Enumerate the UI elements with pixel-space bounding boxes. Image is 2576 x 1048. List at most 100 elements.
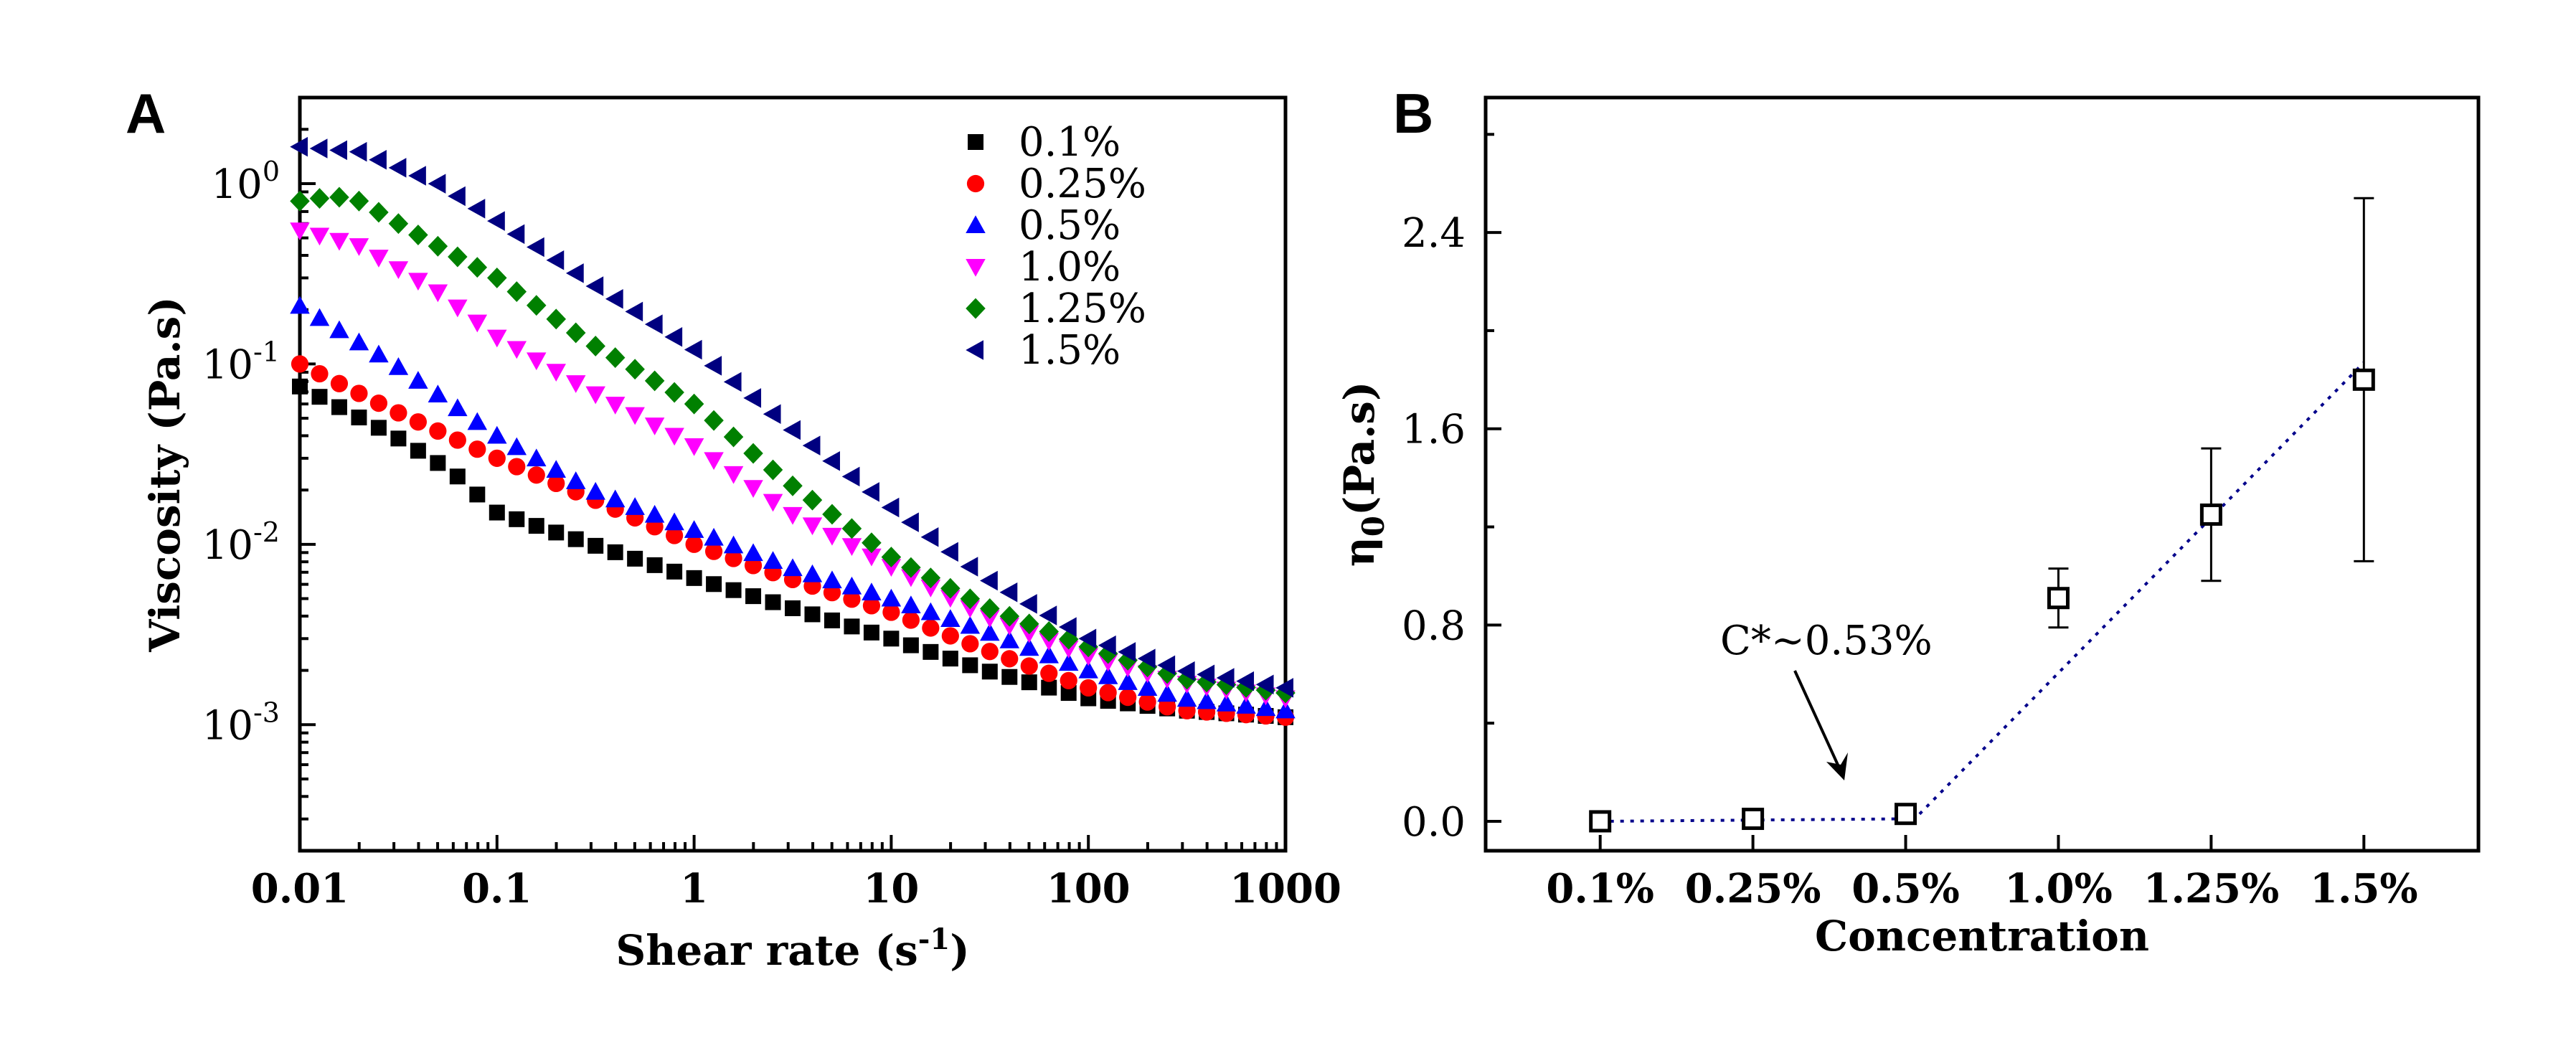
data-point (448, 431, 466, 449)
data-point (1078, 628, 1097, 649)
data-point (349, 332, 369, 351)
data-point (429, 422, 447, 440)
x-tick-label: 1.5% (2310, 865, 2418, 912)
data-point (941, 627, 959, 645)
x-tick-label: 1.0% (2004, 865, 2113, 912)
data-point (1176, 689, 1197, 707)
data-point (565, 322, 586, 344)
data-point (1001, 669, 1018, 685)
panel-a-x-axis-label-sup: -1 (918, 922, 950, 956)
data-point (448, 299, 468, 318)
data-point (804, 606, 821, 623)
data-point (292, 378, 308, 395)
data-point (960, 615, 981, 634)
data-point (349, 238, 369, 256)
panel-a-data-points (290, 136, 1296, 726)
x-tick-label: 0.1% (1546, 865, 1654, 912)
data-point (802, 435, 821, 455)
data-point (1197, 664, 1215, 685)
data-point (565, 263, 584, 283)
data-point (723, 535, 744, 554)
data-point (1255, 698, 1276, 717)
data-point (940, 577, 961, 599)
data-point (369, 149, 387, 170)
data-point (783, 475, 803, 496)
data-point (329, 232, 349, 251)
data-point (1039, 621, 1059, 642)
data-point (783, 558, 803, 577)
data-point (388, 357, 409, 375)
data-point (743, 388, 762, 408)
data-point (785, 600, 801, 616)
data-point (1080, 679, 1098, 697)
legend-marker (966, 298, 986, 319)
data-point (685, 535, 703, 553)
data-point (706, 576, 722, 593)
data-point (428, 384, 448, 403)
data-point (329, 187, 349, 208)
data-point (646, 557, 663, 573)
data-point (527, 295, 547, 316)
data-point (883, 631, 900, 647)
data-point (489, 504, 505, 521)
data-point (309, 188, 330, 209)
data-point (802, 489, 823, 511)
data-point (546, 308, 566, 330)
data-point (488, 449, 506, 467)
data-point (390, 430, 407, 447)
data-point (1021, 674, 1037, 691)
data-point (467, 412, 488, 430)
data-point (1041, 679, 1057, 696)
data-point (922, 619, 940, 637)
data-point (802, 517, 823, 536)
data-point (644, 370, 665, 392)
panel-a-y-axis-label: Viscosity (Pa.s) (141, 296, 189, 652)
panel-a-ticks (298, 96, 1287, 852)
data-point (448, 398, 468, 417)
data-point (528, 518, 544, 534)
data-point (666, 563, 683, 580)
data-point (331, 399, 347, 415)
data-point (1099, 684, 1117, 702)
data-point (743, 480, 763, 498)
data-point (684, 339, 702, 360)
panel-b-y-axis-label-end: (Pa.s) (1335, 382, 1384, 516)
data-point (841, 466, 860, 487)
y-tick-label: 0.8 (1402, 603, 1466, 649)
data-point (546, 364, 566, 382)
data-point (1255, 674, 1274, 695)
series-1 (292, 378, 1293, 725)
data-point (862, 482, 879, 502)
data-point (388, 213, 409, 235)
data-point (960, 557, 978, 577)
data-point (763, 404, 781, 425)
panel-b-y-axis-label-sub: 0 (1356, 516, 1391, 537)
data-point (605, 288, 623, 309)
data-point (960, 588, 981, 610)
data-point (1197, 691, 1217, 709)
data-point (605, 347, 626, 369)
data-point (408, 225, 428, 245)
y-tick-label: 100 (212, 156, 280, 208)
data-point (1040, 664, 1058, 682)
data-point (625, 359, 645, 380)
data-point (408, 166, 426, 186)
data-point (1157, 684, 1177, 702)
data-point (546, 250, 565, 270)
data-point (1039, 645, 1059, 664)
x-tick-label: 0.25% (1685, 865, 1821, 912)
data-point (585, 276, 604, 296)
data-point (841, 576, 862, 595)
data-point (783, 420, 801, 440)
series-5 (290, 187, 1296, 704)
data-point (506, 341, 527, 359)
data-point (881, 497, 900, 518)
y-tick-label: 10-2 (202, 516, 280, 569)
panel-b-error-bars (2048, 197, 2374, 629)
panel-b-annotation-arrow-head (1826, 752, 1848, 780)
data-point (920, 602, 941, 620)
data-point (408, 273, 428, 291)
x-tick-label: 10 (863, 865, 919, 912)
data-point (841, 538, 862, 557)
